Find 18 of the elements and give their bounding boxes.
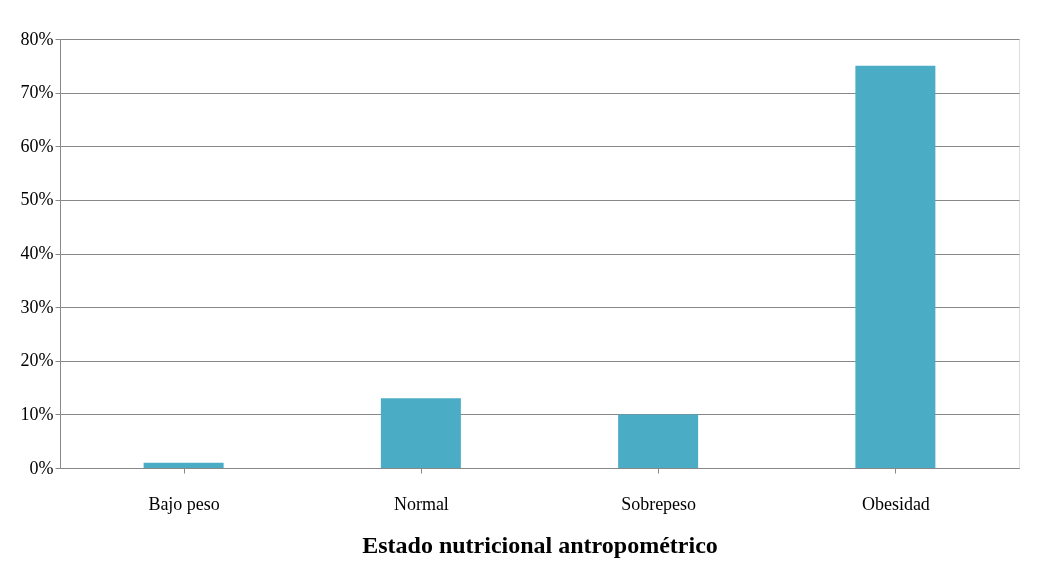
y-tick-label: 20%	[20, 350, 54, 371]
bar	[618, 414, 699, 468]
y-tick-label: 0%	[29, 457, 54, 478]
x-tick-label: Sobrepeso	[621, 493, 697, 514]
y-tick-label: 60%	[20, 135, 54, 156]
x-axis-title: Estado nutricional antropométrico	[362, 531, 718, 558]
bar	[855, 65, 936, 468]
x-tick-label: Normal	[393, 493, 449, 514]
y-tick-label: 10%	[20, 403, 54, 424]
bar	[143, 462, 224, 468]
y-tick-label: 80%	[20, 28, 54, 49]
x-tick-label: Obesidad	[861, 493, 930, 514]
y-tick-label: 30%	[20, 296, 54, 317]
bar	[380, 398, 461, 468]
y-tick-label: 50%	[20, 189, 54, 210]
y-tick-label: 40%	[20, 243, 54, 263]
x-tick-label: Bajo peso	[148, 493, 220, 514]
y-tick-label: 70%	[20, 82, 54, 103]
